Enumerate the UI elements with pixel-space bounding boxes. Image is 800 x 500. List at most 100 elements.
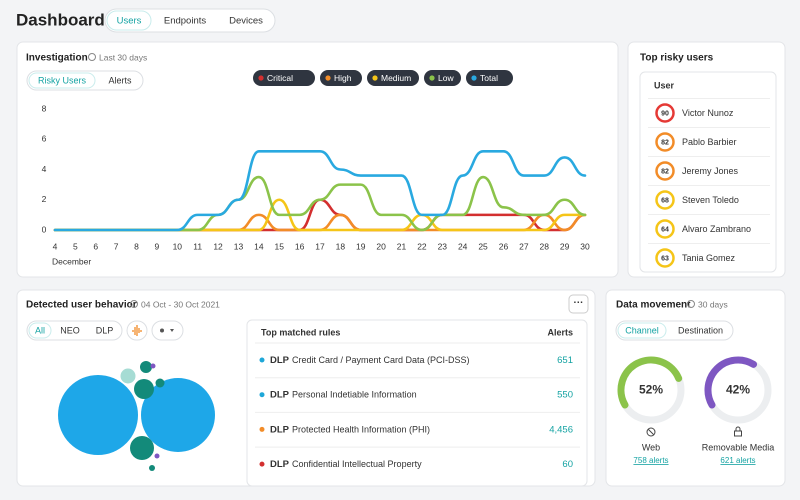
legend-dot bbox=[429, 75, 435, 81]
dropdown-caret bbox=[170, 329, 174, 332]
alerts-link[interactable]: 758 alerts bbox=[633, 456, 668, 465]
y-tick-label: 6 bbox=[42, 134, 47, 144]
rule-tag: DLP bbox=[270, 424, 290, 435]
legend-dot bbox=[258, 75, 264, 81]
gauge-label: 42% bbox=[726, 383, 750, 397]
score: 82 bbox=[661, 168, 669, 175]
bubble bbox=[58, 375, 138, 455]
lock-icon bbox=[734, 430, 742, 437]
tab-active bbox=[617, 322, 667, 339]
channel-name: Web bbox=[642, 442, 660, 452]
tab-active bbox=[106, 10, 152, 31]
score: 68 bbox=[661, 197, 669, 204]
clock-icon bbox=[687, 300, 695, 308]
legend-label: Critical bbox=[267, 73, 293, 83]
tab[interactable]: Risky Users bbox=[38, 75, 87, 85]
rule-name: Protected Health Information (PHI) bbox=[292, 424, 430, 434]
tab[interactable]: Endpoints bbox=[164, 16, 207, 27]
x-tick-label: 29 bbox=[560, 241, 570, 251]
rule-tag: DLP bbox=[270, 459, 290, 470]
web-icon-slash bbox=[647, 428, 655, 436]
x-tick-label: 14 bbox=[254, 241, 264, 251]
x-axis-label: December bbox=[52, 256, 91, 266]
tab[interactable]: DLP bbox=[96, 325, 114, 335]
alerts-link[interactable]: 621 alerts bbox=[720, 456, 755, 465]
x-tick-label: 30 bbox=[580, 241, 590, 251]
x-tick-label: 4 bbox=[53, 241, 58, 251]
x-tick-label: 13 bbox=[234, 241, 244, 251]
clock-icon bbox=[88, 53, 96, 61]
tab[interactable]: Devices bbox=[229, 16, 263, 27]
bubble bbox=[155, 378, 165, 388]
score-ring bbox=[655, 161, 675, 181]
x-tick-label: 17 bbox=[315, 241, 325, 251]
x-tick-label: 25 bbox=[478, 241, 488, 251]
card-title: Top risky users bbox=[640, 53, 714, 64]
tab-active bbox=[28, 72, 96, 89]
legend-pill bbox=[466, 70, 513, 86]
tab[interactable]: Channel bbox=[625, 325, 659, 335]
channel-name: Removable Media bbox=[702, 442, 775, 452]
page-title: Dashboards bbox=[16, 10, 114, 29]
card-title: Detected user behavior bbox=[26, 300, 137, 311]
dropdown[interactable] bbox=[151, 320, 184, 341]
x-tick-label: 16 bbox=[295, 241, 305, 251]
x-tick-label: 24 bbox=[458, 241, 468, 251]
legend-label: Low bbox=[438, 73, 454, 83]
user-name[interactable]: Alvaro Zambrano bbox=[682, 224, 751, 234]
wave-icon bbox=[132, 325, 142, 336]
rule-alerts: 4,456 bbox=[549, 424, 573, 435]
x-tick-label: 18 bbox=[336, 241, 346, 251]
period: Last 30 days bbox=[99, 52, 147, 62]
investigation-card bbox=[16, 41, 619, 278]
rule-tag: DLP bbox=[270, 390, 290, 401]
filter-bar bbox=[26, 320, 123, 341]
score: 90 bbox=[661, 110, 669, 117]
x-tick-label: 23 bbox=[438, 241, 448, 251]
bubble bbox=[154, 453, 160, 459]
rule-alerts: 550 bbox=[557, 390, 573, 401]
score-ring bbox=[655, 132, 675, 152]
rule-name: Credit Card / Payment Card Data (PCI-DSS… bbox=[292, 355, 470, 365]
tab[interactable]: Users bbox=[117, 16, 142, 27]
web-icon bbox=[646, 427, 656, 437]
rule-dot bbox=[259, 426, 265, 432]
period: 04 Oct - 30 Oct 2021 bbox=[141, 299, 220, 309]
tab[interactable]: NEO bbox=[60, 325, 80, 335]
tab[interactable]: Destination bbox=[678, 325, 723, 335]
rule-dot bbox=[259, 357, 265, 363]
column-header: Alerts bbox=[547, 327, 573, 337]
bubble bbox=[130, 436, 154, 460]
x-tick-label: 12 bbox=[213, 241, 223, 251]
legend-dot bbox=[325, 75, 331, 81]
score: 63 bbox=[661, 255, 669, 262]
legend-label: Total bbox=[480, 73, 498, 83]
rule-name: Personal Indetiable Information bbox=[292, 390, 417, 400]
user-name[interactable]: Victor Nunoz bbox=[682, 108, 734, 118]
rule-tag: DLP bbox=[270, 355, 290, 366]
legend-label: Medium bbox=[381, 73, 411, 83]
gauge-arc bbox=[617, 356, 683, 409]
user-name[interactable]: Tania Gomez bbox=[682, 253, 736, 263]
legend-dot bbox=[372, 75, 378, 81]
rule-name: Confidential Intellectual Property bbox=[292, 459, 422, 469]
rule-dot bbox=[259, 392, 265, 398]
legend-label: High bbox=[334, 73, 352, 83]
bubble bbox=[150, 363, 156, 369]
bubble-cluster bbox=[58, 361, 215, 471]
user-name[interactable]: Pablo Barbier bbox=[682, 137, 737, 147]
more-button[interactable] bbox=[568, 294, 589, 314]
tab[interactable]: All bbox=[35, 325, 45, 335]
rule-alerts: 60 bbox=[562, 459, 573, 470]
x-tick-label: 5 bbox=[73, 241, 78, 251]
rule-dot bbox=[259, 461, 265, 467]
tab[interactable]: Alerts bbox=[108, 75, 132, 85]
x-tick-label: 9 bbox=[155, 241, 160, 251]
card-title: Data movement bbox=[616, 300, 691, 311]
legend-pill bbox=[253, 70, 315, 86]
dropdown-dot bbox=[160, 328, 164, 333]
legend-pill bbox=[424, 70, 461, 86]
user-name[interactable]: Jeremy Jones bbox=[682, 166, 739, 176]
user-name[interactable]: Steven Toledo bbox=[682, 195, 739, 205]
